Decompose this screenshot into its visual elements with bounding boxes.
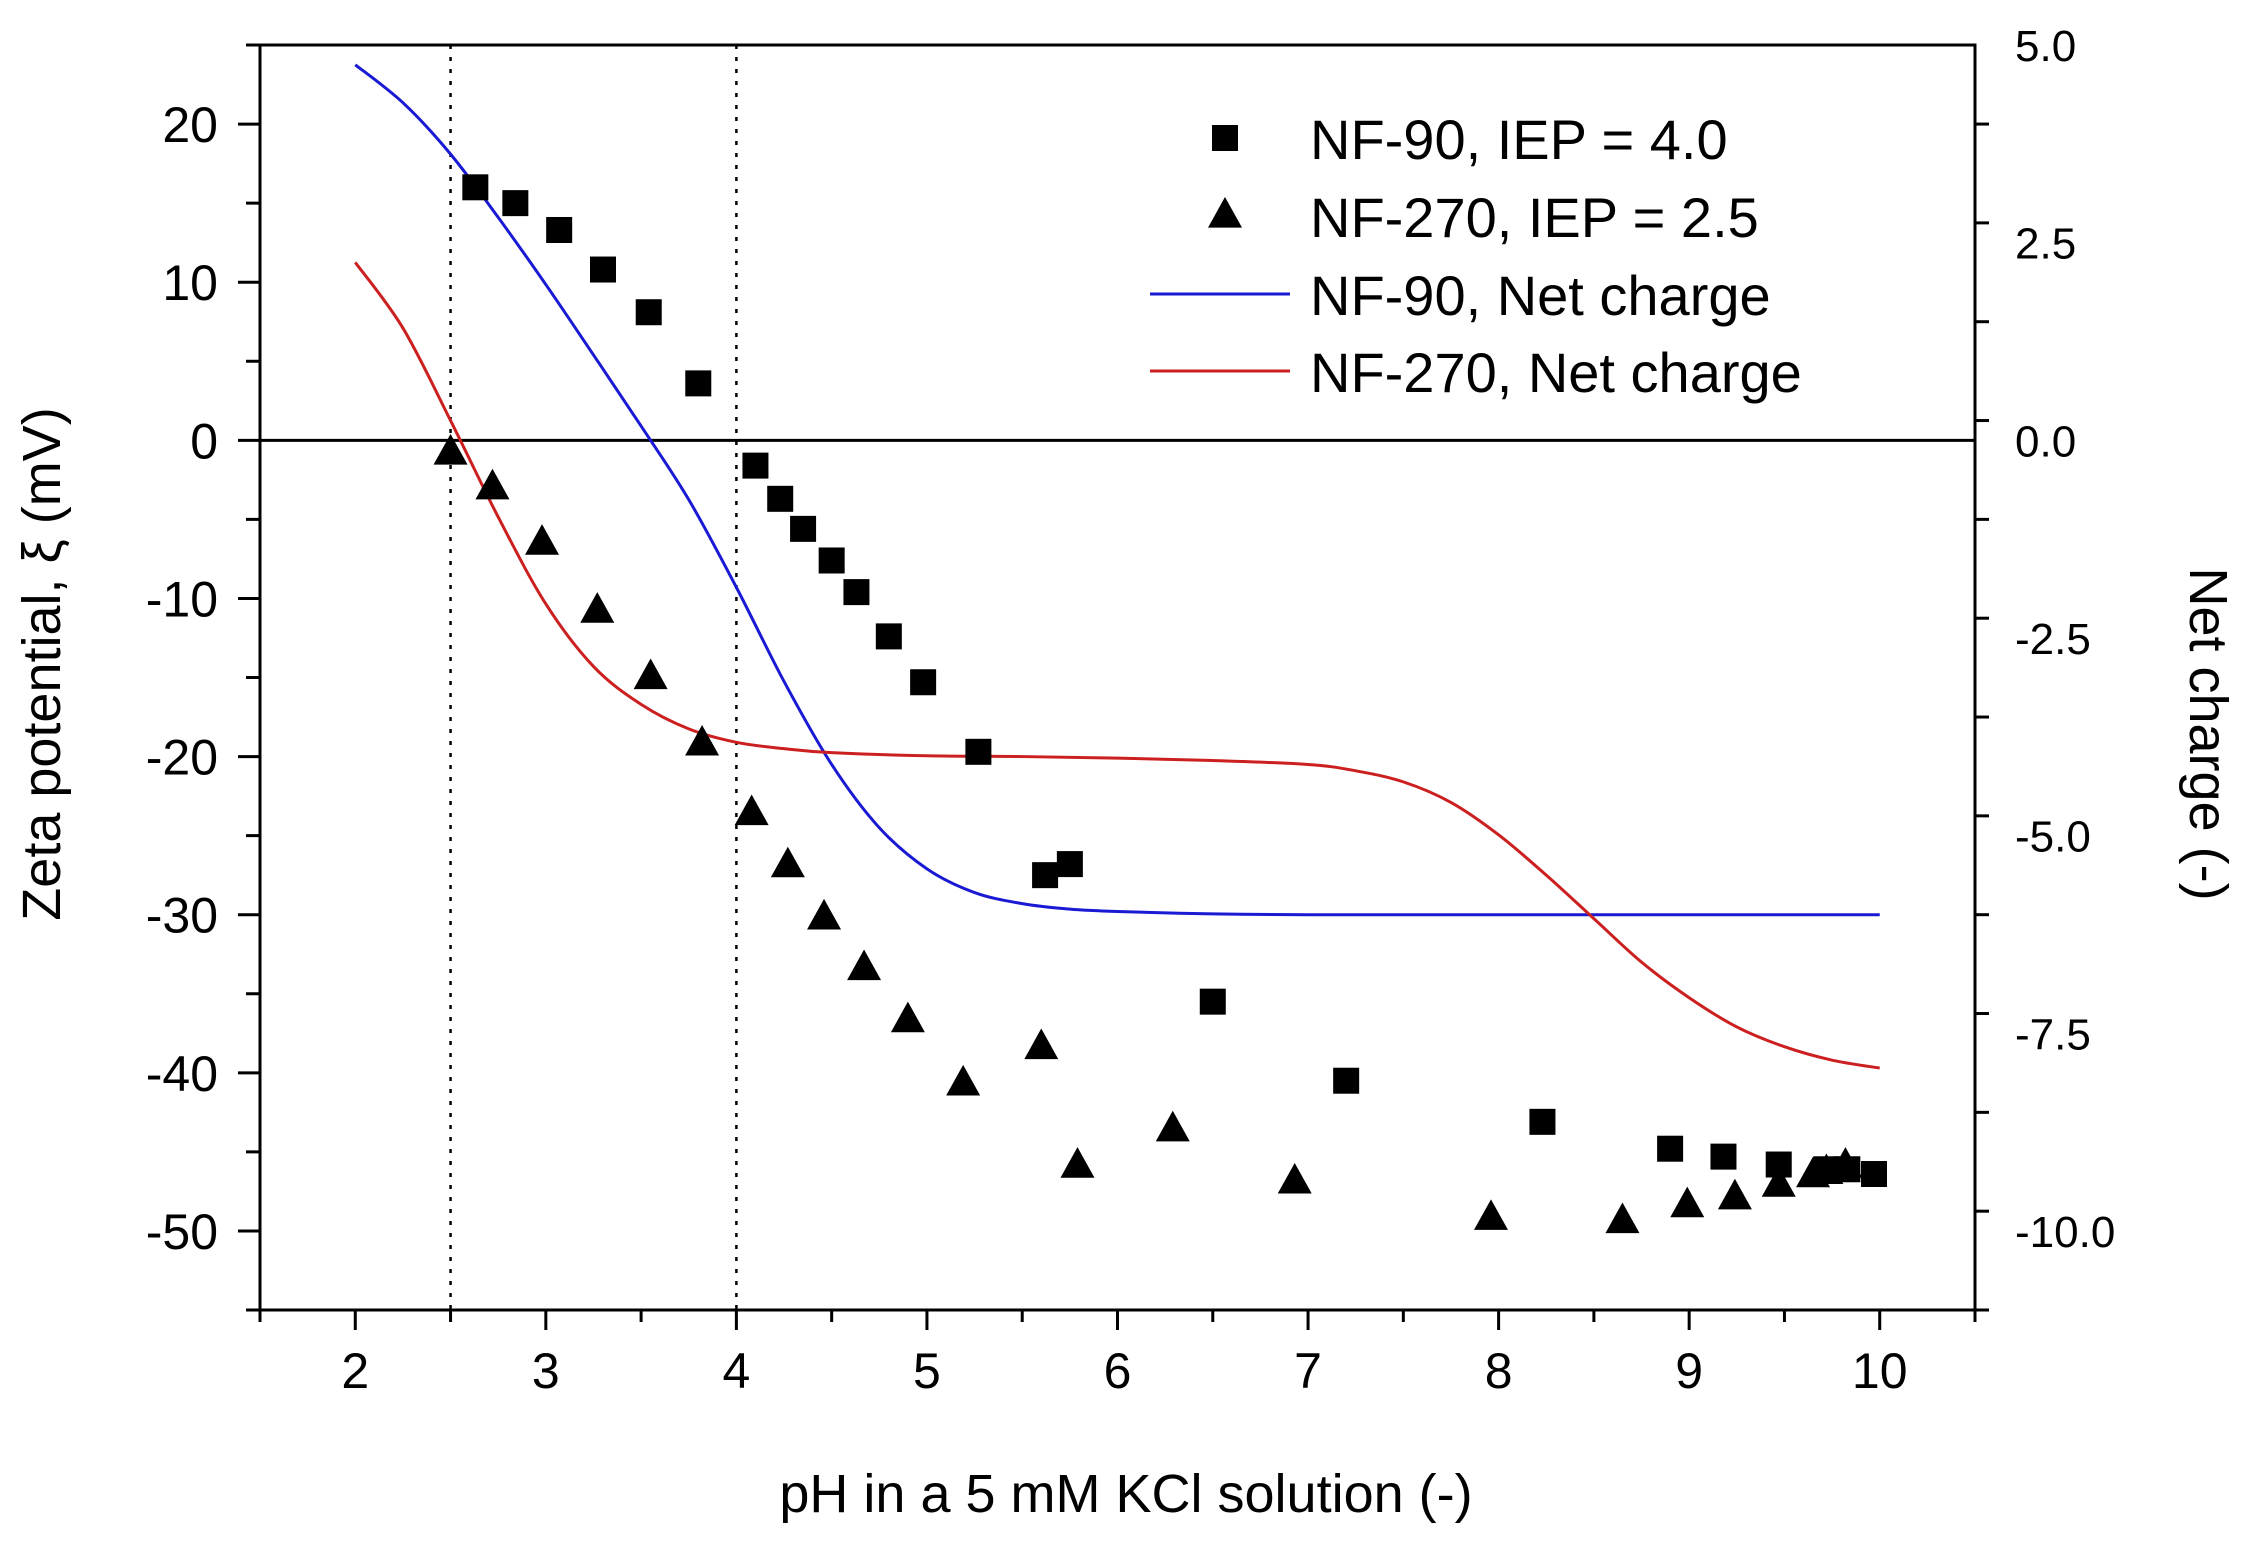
nf270-data-point	[1761, 1166, 1796, 1197]
nf90-data-point	[843, 579, 870, 606]
nf90-data-point	[1199, 988, 1226, 1015]
nf270-data-point	[685, 724, 720, 756]
y2-tick-label: -5.0	[2015, 813, 2091, 862]
y2-tick-label: 5.0	[2015, 22, 2076, 71]
y-tick-label: 20	[162, 97, 218, 153]
nf270-data-point	[1024, 1028, 1059, 1060]
nf270-data-point	[1828, 1147, 1863, 1178]
nf270-zeta-series	[433, 433, 1863, 1234]
nf270-data-point	[1473, 1199, 1508, 1230]
nf270-data-point	[807, 898, 842, 930]
reference-lines	[260, 45, 1975, 1310]
nf270-data-point	[525, 524, 560, 555]
x-tick-label: 7	[1294, 1343, 1322, 1399]
y2-tick-label: 2.5	[2015, 220, 2076, 269]
x-tick-label: 5	[913, 1343, 941, 1399]
x-tick-label: 4	[722, 1343, 750, 1399]
y-axis-right: 5.0 2.5 0.0 -2.5 -5.0 -7.5 -10.0	[1975, 22, 2115, 1312]
legend: NF-90, IEP = 4.0 NF-270, IEP = 2.5 NF-90, …	[1150, 108, 1802, 404]
nf270-data-point	[1155, 1110, 1190, 1142]
y-tick-label: -50	[146, 1204, 218, 1260]
nf270-net-charge-line	[354, 261, 1880, 1070]
nf270-data-point	[580, 592, 615, 623]
legend-label: NF-270, IEP = 2.5	[1310, 186, 1759, 249]
y-tick-label: 0	[190, 413, 218, 469]
nf90-data-point	[635, 299, 662, 326]
nf90-data-point	[790, 515, 817, 542]
y2-tick-label: -10.0	[2015, 1208, 2115, 1257]
y-tick-label: -20	[146, 730, 218, 786]
nf270-data-point	[1277, 1162, 1312, 1194]
y-tick-label: -10	[146, 571, 218, 627]
nf90-net-charge-line	[354, 63, 1880, 917]
legend-symbol-triangle	[1208, 197, 1242, 228]
nf270-data-point	[890, 1001, 925, 1033]
nf90-data-point	[1861, 1161, 1888, 1188]
net-charge-lines	[354, 63, 1880, 1070]
nf90-data-point	[546, 217, 573, 244]
x-tick-label: 8	[1485, 1343, 1513, 1399]
y-tick-label: -40	[146, 1046, 218, 1102]
nf90-data-point	[1710, 1143, 1737, 1170]
nf90-data-point	[1529, 1108, 1556, 1135]
x-axis: 2 3 4 5 6 7 8 9 10	[258, 1310, 1977, 1399]
nf270-data-point	[1717, 1178, 1752, 1210]
nf90-data-point	[910, 669, 937, 696]
x-tick-label: 9	[1675, 1343, 1703, 1399]
nf270-data-point	[475, 468, 510, 500]
nf270-data-point	[770, 846, 805, 878]
nf90-data-point	[590, 256, 616, 283]
nf90-zeta-series	[462, 174, 1888, 1188]
legend-label: NF-90, Net charge	[1310, 264, 1771, 327]
nf90-data-point	[1333, 1067, 1360, 1094]
x-tick-label: 3	[532, 1343, 560, 1399]
nf270-data-point	[1670, 1186, 1705, 1218]
y2-tick-label: 0.0	[2015, 417, 2076, 466]
nf270-data-point	[433, 433, 468, 465]
nf90-data-point	[1657, 1135, 1684, 1162]
nf270-data-point	[734, 794, 769, 826]
x-tick-label: 10	[1852, 1343, 1908, 1399]
nf90-data-point	[742, 452, 769, 479]
nf270-data-point	[946, 1064, 981, 1096]
nf90-data-point	[685, 370, 712, 397]
legend-symbol-square	[1212, 125, 1238, 151]
y-axis-title: Zeta potential, ξ (mV)	[12, 407, 72, 920]
y2-tick-label: -2.5	[2015, 615, 2091, 664]
nf90-data-point	[965, 738, 992, 765]
x-tick-label: 6	[1104, 1343, 1132, 1399]
nf90-data-point	[1032, 862, 1059, 889]
nf90-data-point	[462, 174, 489, 201]
nf90-data-point	[818, 547, 845, 574]
nf270-data-point	[1605, 1202, 1640, 1234]
nf90-data-point	[767, 485, 794, 512]
nf270-data-point	[847, 949, 882, 981]
zeta-markers	[433, 174, 1888, 1234]
y2-axis-title: Net charge (-)	[2178, 567, 2238, 900]
nf270-data-point	[1060, 1147, 1095, 1178]
nf90-data-point	[1056, 851, 1083, 878]
y-axis-left: 20 10 0 -10 -20 -30 -40 -50	[146, 43, 260, 1312]
legend-label: NF-90, IEP = 4.0	[1310, 108, 1728, 171]
y-tick-label: -30	[146, 888, 218, 944]
y-tick-label: 10	[162, 255, 218, 311]
y2-tick-label: -7.5	[2015, 1010, 2091, 1059]
nf90-data-point	[502, 190, 529, 217]
nf270-data-point	[633, 658, 668, 690]
nf90-data-point	[875, 623, 902, 650]
x-axis-title: pH in a 5 mM KCl solution (-)	[779, 1464, 1472, 1524]
legend-label: NF-270, Net charge	[1310, 341, 1802, 404]
x-tick-label: 2	[341, 1343, 369, 1399]
